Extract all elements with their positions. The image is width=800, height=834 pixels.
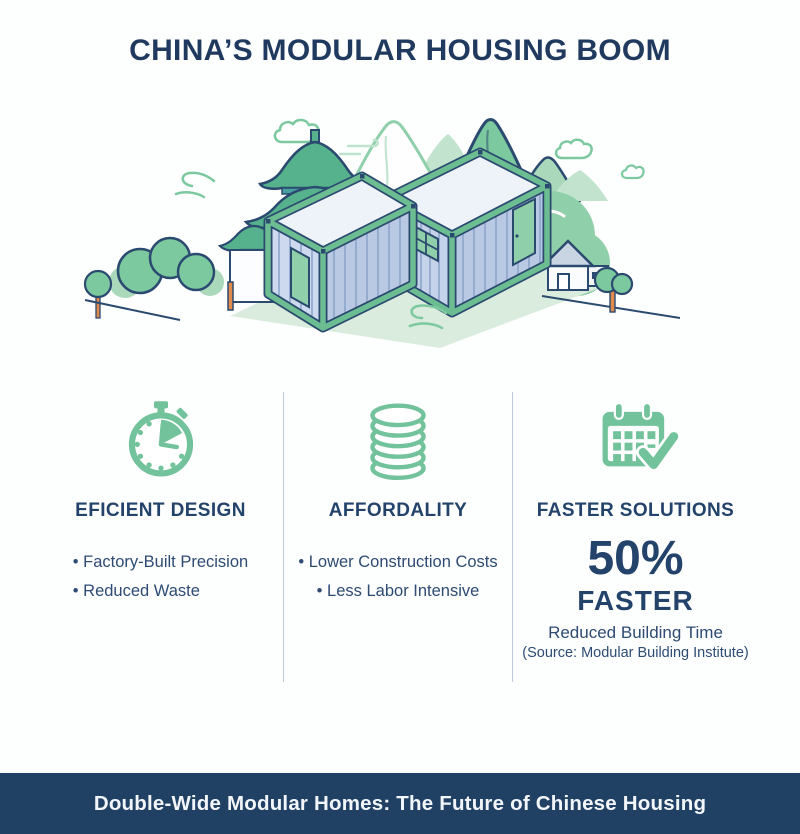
house-small <box>539 239 681 319</box>
footer-text: Double-Wide Modular Homes: The Future of… <box>93 791 707 815</box>
bullet-item: Less Labor Intensive <box>284 577 512 606</box>
bullet-item: Reduced Waste <box>73 577 248 606</box>
bullet-item: Lower Construction Costs <box>284 548 512 577</box>
bullet-item: Factory-Built Precision <box>73 548 248 577</box>
door <box>512 197 536 267</box>
cloud-swirl-mid <box>338 138 379 156</box>
container-module-left <box>263 171 418 333</box>
cloud-swirl-left <box>174 171 216 199</box>
trees-left <box>83 236 234 321</box>
container-module-right <box>380 147 552 318</box>
cloud-swirl-front <box>408 304 448 330</box>
feature-heading: EFICIENT DESIGN <box>75 500 246 521</box>
mountain-far <box>550 170 608 201</box>
features-row: EFICIENT DESIGN Factory-Built Precision … <box>0 392 800 682</box>
feature-faster-solutions: FASTER SOLUTIONS 50% FASTER Reduced Buil… <box>512 392 800 682</box>
calendar-check-icon <box>513 396 758 488</box>
feature-heading: FASTER SOLUTIONS <box>536 500 735 521</box>
feature-bullet-list: Factory-Built Precision Reduced Waste <box>73 548 248 606</box>
feature-affordability: AFFORDALITY Lower Construction Costs Les… <box>283 392 512 682</box>
stat-label: FASTER <box>577 585 694 617</box>
feature-efficient-design: EFICIENT DESIGN Factory-Built Precision … <box>0 392 283 682</box>
feature-heading: AFFORDALITY <box>328 500 468 521</box>
stat-description: Reduced Building Time <box>548 622 723 642</box>
stat-value: 50% <box>587 532 684 585</box>
cloud-icon <box>554 138 593 160</box>
cloud-icon <box>620 164 645 180</box>
door <box>290 246 310 309</box>
footer-banner: Double-Wide Modular Homes: The Future of… <box>0 773 800 834</box>
coin-stack-icon <box>284 396 512 488</box>
modular-housing-illustration <box>83 118 681 348</box>
stopwatch-icon <box>38 396 283 488</box>
stat-source: (Source: Modular Building Institute) <box>522 644 749 661</box>
page-title: CHINA’S MODULAR HOUSING BOOM <box>129 34 671 67</box>
